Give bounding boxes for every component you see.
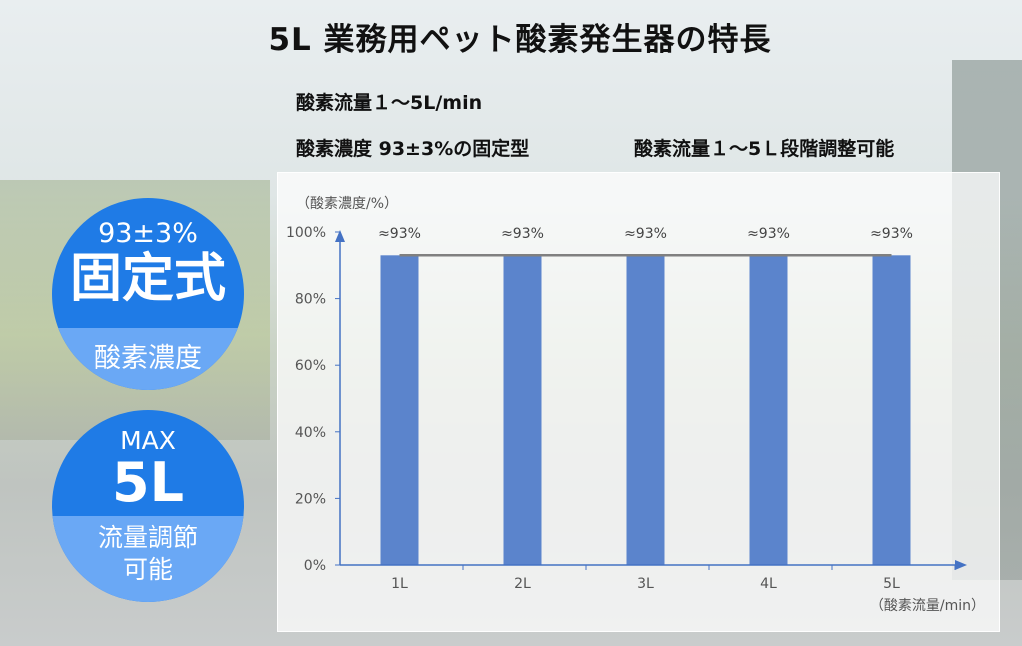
y-axis-arrow (335, 230, 345, 242)
y-tick-label: 40% (295, 425, 326, 441)
y-axis-label: （酸素濃度/%） (296, 196, 398, 212)
x-axis-arrow (955, 560, 967, 570)
y-tick-label: 100% (286, 225, 326, 241)
badge-main: 5L (112, 451, 184, 514)
feature-concentration: 酸素濃度 93±3%の固定型 (296, 138, 530, 160)
bar (749, 255, 788, 565)
bar (626, 255, 665, 565)
badge-main: 固定式 (69, 249, 226, 309)
bar (380, 255, 419, 565)
badge-top: MAX (120, 426, 176, 455)
feature-flow-range: 酸素流量１～5L/min (296, 92, 483, 114)
data-label: ≈93% (870, 226, 913, 242)
y-tick-label: 20% (295, 491, 326, 507)
badge-top: 93±3% (98, 218, 198, 249)
badge-bottom: 流量調節 可能 (52, 516, 244, 602)
concentration-badge: 93±3% 固定式 酸素濃度 (52, 198, 244, 390)
x-tick-label: 1L (391, 576, 408, 592)
data-label: ≈93% (624, 226, 667, 242)
data-label: ≈93% (747, 226, 790, 242)
x-tick-label: 2L (514, 576, 531, 592)
y-tick-label: 60% (295, 358, 326, 374)
y-tick-label: 80% (295, 292, 326, 308)
badge-bottom: 酸素濃度 (52, 328, 244, 390)
flow-badge: MAX 5L 流量調節 可能 (52, 410, 244, 602)
x-tick-label: 4L (760, 576, 777, 592)
data-label: ≈93% (501, 226, 544, 242)
y-tick-label: 0% (304, 558, 326, 574)
feature-flow-adjust: 酸素流量１～5Ｌ段階調整可能 (634, 138, 895, 160)
data-label: ≈93% (378, 226, 421, 242)
x-tick-label: 3L (637, 576, 654, 592)
bar (872, 255, 911, 565)
page-title: 5L 業務用ペット酸素発生器の特長 (268, 22, 772, 58)
x-tick-label: 5L (883, 576, 900, 592)
bar (503, 255, 542, 565)
x-axis-label: （酸素流量/min） (870, 598, 985, 614)
